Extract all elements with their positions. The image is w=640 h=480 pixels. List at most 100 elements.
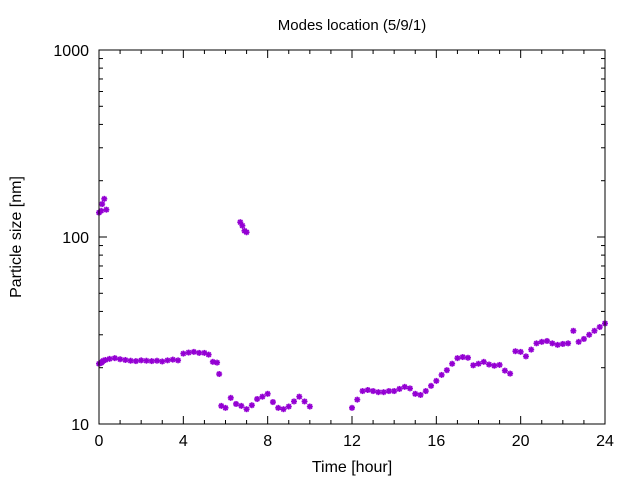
data-point: [507, 370, 514, 377]
data-point: [565, 340, 572, 347]
data-point: [522, 353, 529, 360]
data-point: [169, 356, 176, 363]
data-point: [554, 341, 561, 348]
data-point: [380, 389, 387, 396]
data-point: [496, 361, 503, 368]
data-point: [349, 404, 355, 411]
data-point: [148, 358, 155, 365]
data-point: [180, 350, 187, 357]
data-point: [538, 338, 545, 345]
data-point: [512, 348, 519, 355]
data-point: [103, 206, 110, 213]
data-point: [248, 402, 255, 409]
data-point: [243, 229, 250, 236]
data-points: [96, 195, 608, 413]
x-tick-label: 8: [263, 433, 272, 450]
data-point: [205, 351, 212, 358]
data-point: [422, 388, 429, 395]
data-point: [412, 390, 419, 397]
data-point: [401, 383, 408, 390]
data-point: [375, 389, 382, 396]
x-tick-label: 0: [95, 433, 104, 450]
data-point: [132, 358, 139, 365]
x-tick-label: 12: [343, 433, 361, 450]
data-point: [359, 388, 366, 395]
data-point: [470, 362, 477, 369]
data-point: [491, 362, 498, 369]
data-point: [591, 327, 598, 334]
data-point: [417, 391, 424, 398]
data-point: [517, 348, 524, 355]
data-point: [385, 388, 392, 395]
data-point: [117, 356, 124, 363]
data-point: [475, 360, 482, 367]
data-point: [143, 357, 150, 364]
data-point: [122, 356, 129, 363]
data-point: [222, 404, 229, 411]
data-point: [127, 357, 134, 364]
data-point: [269, 399, 276, 406]
data-point: [214, 359, 221, 366]
data-point: [185, 349, 192, 356]
data-point: [549, 340, 556, 347]
data-point: [296, 393, 303, 400]
data-point: [164, 357, 171, 364]
data-point: [544, 337, 551, 344]
data-point: [533, 340, 540, 347]
data-point: [438, 371, 445, 378]
data-point: [586, 331, 593, 338]
data-point: [99, 201, 106, 208]
data-point: [501, 367, 508, 374]
data-point: [243, 406, 250, 413]
data-point: [406, 385, 413, 392]
x-tick-label: 20: [512, 433, 530, 450]
data-point: [259, 393, 266, 400]
data-point: [370, 388, 377, 395]
data-point: [280, 406, 287, 413]
x-tick-label: 24: [596, 433, 614, 450]
data-point: [138, 357, 145, 364]
data-point: [480, 358, 487, 365]
y-tick-label: 10: [71, 417, 89, 434]
data-point: [396, 385, 403, 392]
tick-marks: [98, 49, 606, 425]
data-point: [264, 390, 271, 397]
data-point: [159, 358, 166, 365]
data-point: [301, 398, 308, 405]
data-point: [354, 396, 361, 403]
chart-title: Modes location (5/9/1): [278, 17, 426, 34]
data-point: [153, 357, 160, 364]
x-axis-label: Time [hour]: [312, 459, 392, 476]
data-point: [454, 355, 461, 362]
data-point: [486, 361, 493, 368]
x-tick-label: 16: [427, 433, 445, 450]
data-point: [275, 404, 282, 411]
data-point: [580, 335, 587, 342]
tick-labels: 0 4 8 12 16 20 24 10 100 1000: [53, 43, 614, 450]
data-point: [459, 354, 466, 361]
data-point: [306, 403, 313, 410]
data-point: [101, 195, 108, 202]
data-point: [559, 340, 566, 347]
data-point: [196, 349, 203, 356]
data-point: [254, 396, 261, 403]
data-point: [433, 377, 440, 384]
y-tick-label: 1000: [53, 43, 89, 60]
data-point: [216, 371, 223, 378]
data-point: [443, 367, 450, 374]
data-point: [106, 355, 113, 362]
data-point: [175, 357, 182, 364]
data-point: [238, 402, 245, 409]
data-point: [227, 394, 234, 401]
data-point: [570, 327, 577, 334]
data-point: [239, 222, 246, 229]
y-tick-label: 100: [62, 230, 89, 247]
data-point: [111, 355, 118, 362]
plot-area-frame: [98, 49, 606, 425]
data-point: [528, 346, 535, 353]
data-point: [285, 403, 292, 410]
data-point: [233, 400, 240, 407]
data-point: [575, 338, 582, 345]
data-point: [449, 360, 456, 367]
